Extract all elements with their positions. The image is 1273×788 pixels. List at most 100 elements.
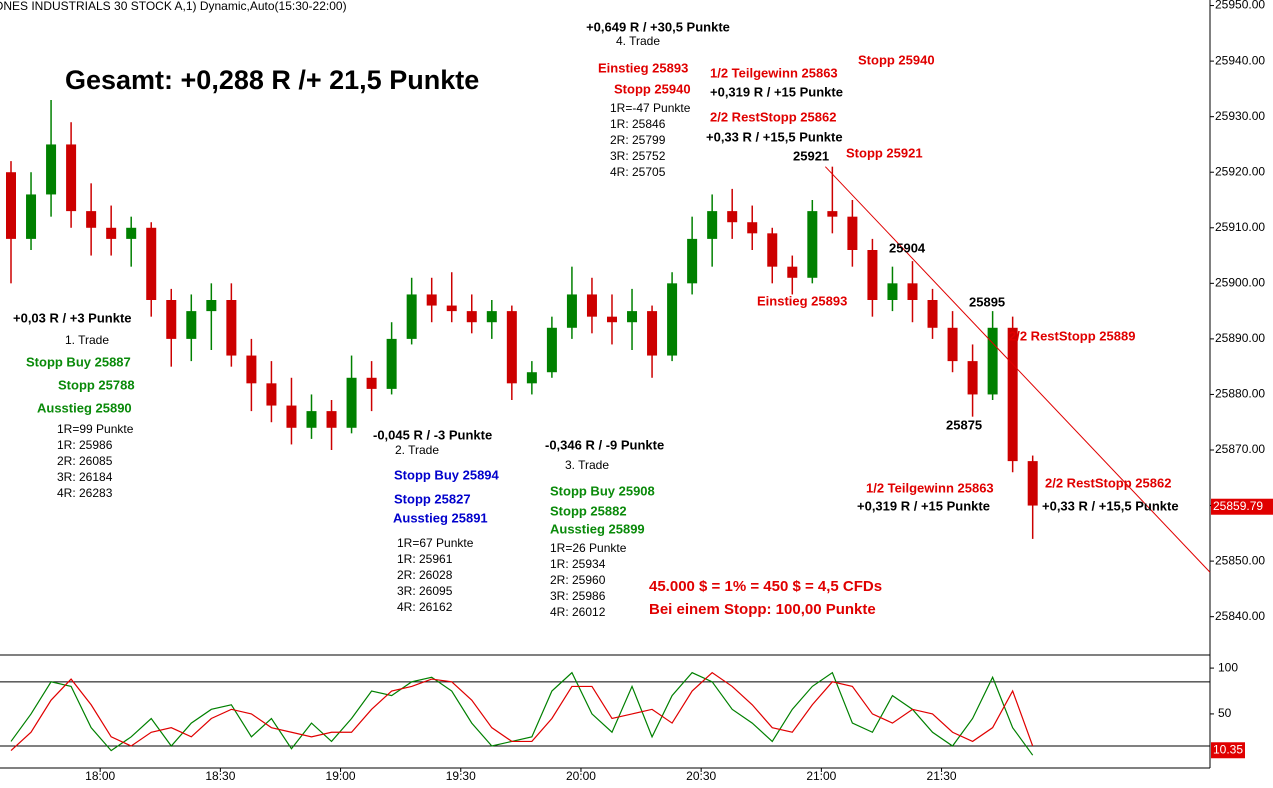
annotation: 25875: [946, 417, 982, 432]
annotation: Stopp 25827: [394, 491, 471, 506]
annotation: Stopp Buy 25908: [550, 483, 655, 498]
annotation: Stopp 25940: [614, 81, 691, 96]
y-tick-label: 100: [1218, 660, 1238, 674]
y-tick-label: 25900.00: [1215, 276, 1265, 290]
annotation: 1. Trade: [65, 333, 109, 347]
annotation: Stopp Buy 25894: [394, 467, 500, 482]
candle-body: [6, 172, 16, 239]
candle-body: [206, 300, 217, 312]
annotation: 1R: 25986: [57, 438, 113, 452]
annotation: 3R: 25752: [610, 149, 666, 163]
y-tick-label: 25850.00: [1215, 553, 1265, 567]
annotation: Ausstieg 25890: [37, 400, 132, 415]
annotation: +0,649 R / +30,5 Punkte: [586, 19, 730, 34]
candle-body: [727, 211, 738, 223]
annotation: 1R=26 Punkte: [550, 541, 627, 555]
annotation: 4R: 26283: [57, 486, 113, 500]
annotation: 2/2 RestStopp 25889: [1009, 328, 1135, 343]
oscillator-line: [10, 671, 1034, 756]
last-value-box: [1211, 498, 1273, 515]
candle-body: [566, 294, 577, 328]
candle-body: [586, 294, 597, 317]
annotation: 3R: 26095: [397, 584, 453, 598]
y-tick-label: 25910.00: [1215, 220, 1265, 234]
candle-body: [526, 372, 537, 384]
x-tick-label: 18:30: [205, 769, 235, 783]
annotation: 4R: 26162: [397, 600, 453, 614]
candle-body: [66, 144, 77, 212]
candle-body: [426, 294, 437, 306]
candle-body: [346, 377, 357, 428]
annotation: +0,33 R / +15,5 Punkte: [1042, 498, 1179, 513]
annotation: +0,319 R / +15 Punkte: [710, 84, 843, 99]
x-tick-label: 19:00: [326, 769, 356, 783]
annotation: Stopp 25940: [858, 52, 935, 67]
candle-body: [166, 300, 177, 339]
candle-body: [947, 327, 958, 362]
annotation: +0,319 R / +15 Punkte: [857, 498, 990, 513]
x-tick-label: 21:30: [927, 769, 957, 783]
annotation: 3. Trade: [565, 458, 609, 472]
candle-body: [787, 266, 798, 278]
annotation: Stopp 25882: [550, 503, 627, 518]
annotation: 2R: 26028: [397, 568, 453, 582]
annotation: 45.000 $ = 1% = 450 $ = 4,5 CFDs: [649, 578, 882, 595]
candle-body: [146, 227, 157, 300]
candle-body: [306, 411, 317, 428]
candle-body: [406, 294, 417, 339]
annotation: 2/2 RestStopp 25862: [1045, 475, 1171, 490]
y-tick-label: 50: [1218, 706, 1232, 720]
candle-body: [807, 211, 818, 278]
candle-body: [106, 227, 117, 239]
candle-body: [126, 227, 137, 239]
annotation: 3R: 26184: [57, 470, 113, 484]
candle-body: [707, 211, 718, 239]
y-tick-label: 25950.00: [1215, 0, 1265, 12]
candle-body: [246, 355, 257, 384]
annotation: 1/2 Teilgewinn 25863: [866, 480, 994, 495]
candle-body: [86, 211, 97, 228]
annotation: 25921: [793, 148, 829, 163]
annotation: 4R: 25705: [610, 165, 666, 179]
annotation: Bei einem Stopp: 100,00 Punkte: [649, 601, 876, 618]
annotation: -0,045 R / -3 Punkte: [373, 427, 492, 442]
annotation: 2R: 25960: [550, 573, 606, 587]
candle-body: [606, 316, 617, 323]
last-value-label: 25859.79: [1213, 499, 1263, 513]
y-tick-label: 25890.00: [1215, 331, 1265, 345]
annotation: 1R=-47 Punkte: [610, 101, 691, 115]
annotation: 25895: [969, 294, 1005, 309]
candle-body: [226, 300, 237, 356]
annotation: Stopp Buy 25887: [26, 354, 131, 369]
annotation: 1R=67 Punkte: [397, 536, 474, 550]
chart-header: ONES INDUSTRIALS 30 STOCK A,1) Dynamic,A…: [0, 0, 347, 13]
candle-body: [366, 377, 377, 389]
annotation: 2R: 25799: [610, 133, 666, 147]
candle-body: [767, 233, 778, 267]
annotation: +0,03 R / +3 Punkte: [13, 310, 132, 325]
candle-body: [627, 311, 638, 323]
candle-body: [386, 338, 397, 389]
annotation: +0,33 R / +15,5 Punkte: [706, 129, 843, 144]
candle-body: [827, 211, 838, 217]
annotation: -0,346 R / -9 Punkte: [545, 437, 664, 452]
oscillator-line: [10, 671, 1034, 752]
annotation: 1R: 25846: [610, 117, 666, 131]
candle-body: [927, 300, 938, 328]
y-tick-label: 25880.00: [1215, 387, 1265, 401]
x-tick-label: 20:00: [566, 769, 596, 783]
candle-body: [286, 405, 297, 428]
candle-body: [1027, 461, 1038, 506]
annotation: 2R: 26085: [57, 454, 113, 468]
candle-body: [546, 327, 557, 373]
candle-body: [687, 238, 698, 284]
candle-body: [647, 311, 658, 356]
candle-body: [186, 311, 197, 339]
candle-body: [486, 311, 497, 323]
candle-body: [1007, 327, 1018, 462]
annotation: 3R: 25986: [550, 589, 606, 603]
candle-body: [326, 411, 337, 428]
candle-body: [987, 327, 998, 395]
